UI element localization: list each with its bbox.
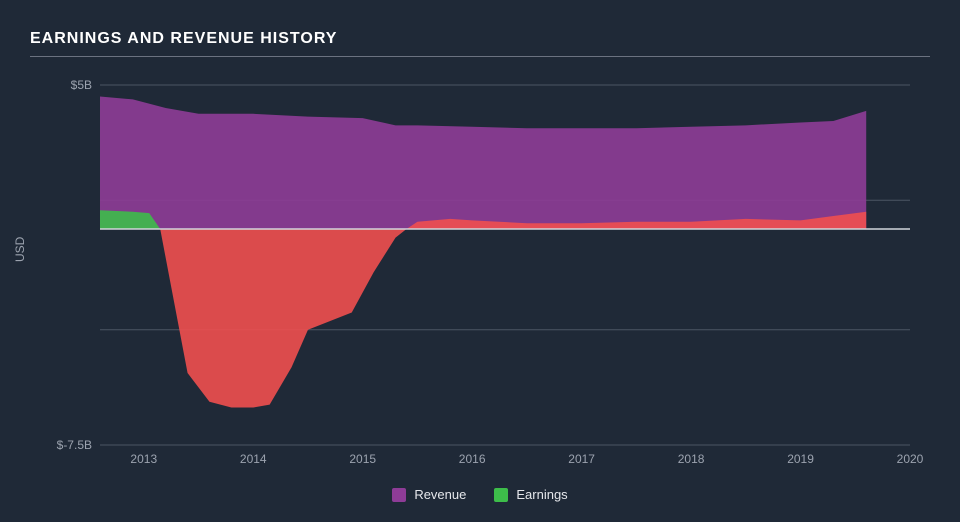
svg-text:2019: 2019 [787,452,814,466]
svg-text:2018: 2018 [678,452,705,466]
legend-item-revenue: Revenue [392,487,466,502]
legend: Revenue Earnings [30,487,930,502]
svg-text:2015: 2015 [349,452,376,466]
title-divider [30,56,930,57]
legend-label-revenue: Revenue [414,487,466,502]
legend-swatch-earnings [494,488,508,502]
legend-item-earnings: Earnings [494,487,567,502]
chart-area: USD $5B$-7.5B201320142015201620172018201… [30,75,930,475]
y-axis-title: USD [13,237,27,262]
svg-text:$-7.5B: $-7.5B [57,438,92,452]
legend-swatch-revenue [392,488,406,502]
svg-text:2017: 2017 [568,452,595,466]
svg-text:2013: 2013 [130,452,157,466]
svg-text:2014: 2014 [240,452,267,466]
chart-container: EARNINGS AND REVENUE HISTORY USD $5B $-7.… [0,0,960,522]
svg-text:2020: 2020 [897,452,924,466]
svg-text:$5B: $5B [71,78,92,92]
legend-label-earnings: Earnings [516,487,567,502]
svg-text:2016: 2016 [459,452,486,466]
chart-title: EARNINGS AND REVENUE HISTORY [30,30,930,48]
chart-svg: $5B $-7.5B 2013 2014 2015 2016 2017 2018 2019 202… [30,75,930,475]
